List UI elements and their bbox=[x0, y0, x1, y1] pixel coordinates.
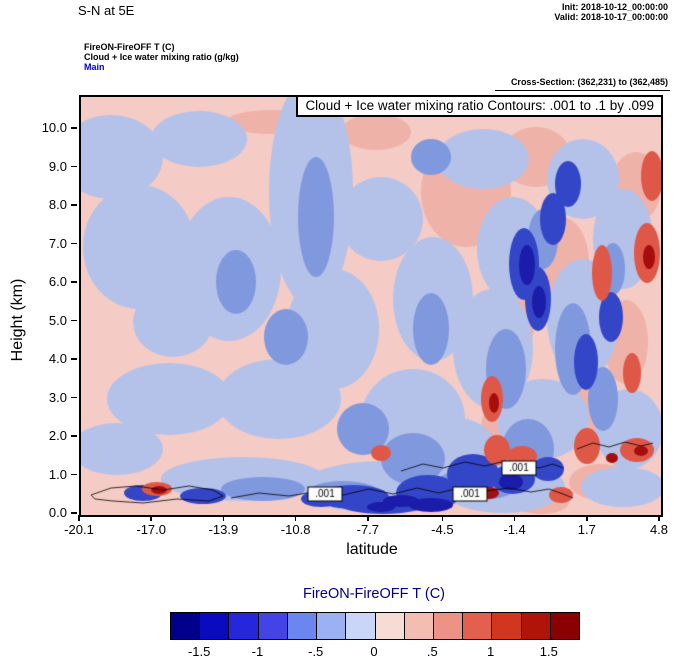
model-label: Main bbox=[84, 62, 105, 72]
y-tick-mark bbox=[71, 358, 77, 360]
colorbar-tick-label: -1.5 bbox=[187, 644, 211, 659]
y-tick-label: 5.0 bbox=[48, 312, 67, 328]
colorbar-cell bbox=[171, 613, 200, 639]
colorbar-cell bbox=[257, 613, 287, 639]
x-tick-label: -20.1 bbox=[64, 522, 94, 537]
y-tick-label: 7.0 bbox=[48, 235, 67, 251]
colorbar bbox=[170, 612, 580, 640]
field-canvas bbox=[81, 97, 661, 515]
y-tick-label: 6.0 bbox=[48, 274, 67, 290]
y-tick-label: 1.0 bbox=[48, 466, 67, 482]
colorbar-cell bbox=[520, 613, 550, 639]
contour-note: Cloud + Ice water mixing ratio Contours:… bbox=[296, 95, 663, 117]
y-axis-label: Height (km) bbox=[9, 278, 26, 362]
x-tick-mark bbox=[658, 515, 660, 521]
x-tick-mark bbox=[586, 515, 588, 521]
cross-section-rule bbox=[495, 90, 670, 91]
colorbar-tick-label: 0 bbox=[370, 644, 378, 659]
x-tick-mark bbox=[367, 515, 369, 521]
colorbar-tick-label: 1 bbox=[486, 644, 495, 659]
colorbar-cell bbox=[432, 613, 463, 639]
x-tick-mark bbox=[513, 515, 516, 521]
contour-field-label: Cloud + Ice water mixing ratio (g/kg) bbox=[84, 52, 239, 62]
y-tick-mark bbox=[71, 204, 77, 206]
y-tick-mark bbox=[71, 319, 77, 322]
colorbar-cell bbox=[374, 613, 404, 639]
init-time: Init: 2018-10-12_00:00:00 bbox=[561, 2, 668, 12]
colorbar-cell bbox=[462, 613, 492, 639]
x-tick-mark bbox=[294, 515, 297, 521]
x-axis-label: latitude bbox=[346, 541, 398, 558]
colorbar-cell bbox=[345, 613, 375, 639]
y-tick-mark bbox=[71, 242, 77, 245]
y-tick-label: 4.0 bbox=[48, 351, 67, 367]
colorbar-cell bbox=[228, 613, 258, 639]
cross-section-label: Cross-Section: (362,231) to (362,485) bbox=[510, 77, 668, 87]
colorbar-tick-label: -.5 bbox=[308, 644, 324, 659]
y-tick-label: 2.0 bbox=[48, 428, 67, 444]
colorbar-tick-label: 1.5 bbox=[539, 644, 558, 659]
x-tick-label: -4.5 bbox=[431, 522, 454, 537]
y-tick-mark bbox=[71, 512, 77, 514]
colorbar-cell bbox=[403, 613, 433, 639]
colorbar-title: FireON-FireOFF T (C) bbox=[302, 586, 446, 602]
x-tick-mark bbox=[441, 515, 444, 521]
y-tick-mark bbox=[71, 165, 77, 168]
x-tick-mark bbox=[222, 515, 225, 521]
plot-title: S-N at 5E bbox=[78, 3, 135, 18]
y-tick-label: 8.0 bbox=[48, 197, 67, 213]
x-tick-label: -10.8 bbox=[280, 522, 311, 537]
x-tick-label: 1.7 bbox=[577, 522, 596, 537]
x-tick-label: 4.8 bbox=[649, 522, 669, 537]
x-tick-label: -1.4 bbox=[503, 522, 526, 537]
x-tick-mark bbox=[150, 515, 152, 521]
colorbar-cell bbox=[491, 613, 521, 639]
y-tick-mark bbox=[71, 127, 77, 129]
y-tick-label: 0.0 bbox=[48, 505, 67, 520]
diff-field-label: FireON-FireOFF T (C) bbox=[84, 42, 175, 52]
x-tick-label: -7.7 bbox=[356, 522, 380, 537]
y-tick-mark bbox=[71, 281, 77, 283]
y-tick-label: 3.0 bbox=[48, 389, 67, 405]
y-tick-label: 10.0 bbox=[41, 120, 67, 136]
colorbar-cell bbox=[549, 613, 580, 639]
y-tick-mark bbox=[71, 396, 77, 399]
x-tick-label: -13.9 bbox=[208, 522, 239, 537]
y-tick-mark bbox=[71, 435, 77, 437]
colorbar-cell bbox=[199, 613, 229, 639]
colorbar-tick-label: -1 bbox=[251, 644, 264, 659]
colorbar-cell bbox=[316, 613, 346, 639]
x-tick-label: -17.0 bbox=[136, 522, 167, 537]
colorbar-tick-label: .5 bbox=[426, 644, 438, 659]
colorbar-cell bbox=[286, 613, 317, 639]
y-tick-label: 9.0 bbox=[48, 158, 67, 174]
y-tick-mark bbox=[71, 473, 77, 476]
plot-frame: Cloud + Ice water mixing ratio Contours:… bbox=[79, 95, 663, 517]
x-tick-mark bbox=[78, 515, 80, 521]
valid-time: Valid: 2018-10-17_00:00:00 bbox=[554, 12, 668, 22]
